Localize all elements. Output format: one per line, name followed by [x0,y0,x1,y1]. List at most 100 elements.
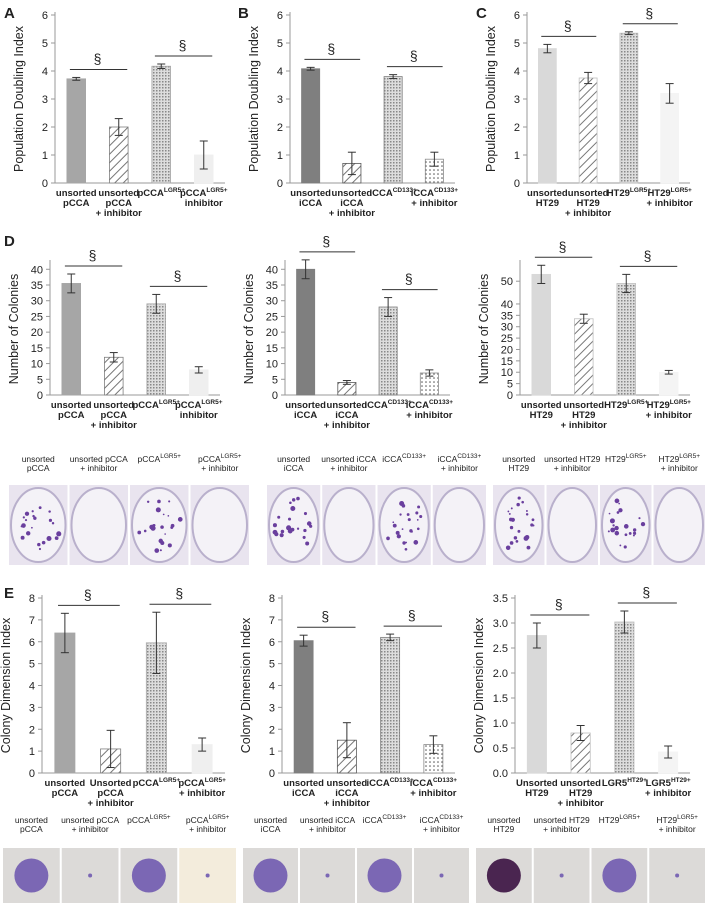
photo-caption: + inhibitor [72,824,109,834]
x-tick-label: pCCALGR5+ [133,777,181,789]
colony [325,873,330,878]
y-tick-label: 8 [269,593,275,605]
x-tick-label-sup: LGR5+ [671,187,692,194]
colony [21,523,26,528]
photo-caption-base: HT29 [599,815,620,825]
x-tick-label: HT29 [530,410,553,421]
x-tick-label: iCCACD133+ [410,777,457,789]
colony [517,496,521,500]
x-tick-label: unsorted [285,400,326,411]
colony [634,532,637,535]
colony [607,530,610,533]
y-tick-label: 1 [277,150,283,162]
colony [505,545,511,551]
x-tick-label: HT29 [577,198,600,209]
culture-dish [131,487,188,563]
colony [402,541,406,545]
y-axis-label: Colony Dimension Index [239,617,253,753]
colony [33,516,37,520]
photo-caption: + inhibitor [659,824,696,834]
colony [396,534,401,539]
x-tick-label-sup: LGR5+ [201,399,222,406]
y-tick-label: 3 [277,94,283,106]
colony [158,538,163,544]
culture-dish [10,487,67,563]
y-tick-label: 5 [272,374,278,386]
colony [38,547,42,551]
y-tick-label: 2 [269,724,275,736]
panel-letter: E [4,585,14,602]
x-tick-label-base: iCCA [411,188,434,199]
x-tick-label: unsorted [327,400,368,411]
colony [516,502,520,507]
bar [574,318,594,396]
y-tick-label: 3 [42,94,48,106]
x-tick-label-sup: LGR5+ [159,777,180,784]
significance-label: § [408,607,416,623]
colony [392,521,395,524]
colony [22,516,25,519]
bar [380,636,401,774]
colony [602,858,637,893]
colony [291,498,296,502]
x-tick-label: unsorted [93,400,134,411]
x-tick-label-base: HT29 [607,188,630,199]
y-tick-label: 1 [269,746,275,758]
x-tick-label: iCCACD133+ [364,399,411,411]
x-tick-label-base: iCCA [369,188,392,199]
significance-label: § [410,48,418,64]
photo-caption: + inhibitor [423,824,460,834]
bar [578,77,598,184]
colony [305,541,310,546]
x-tick-label: LGR5HT29+ [602,777,647,789]
x-tick-label: + inhibitor [179,788,225,799]
x-tick-label-base: iCCA [364,400,387,411]
x-tick-label: pCCALGR5+ [178,777,226,789]
y-tick-label: 3 [29,702,35,714]
colony [56,531,62,537]
colony [410,530,413,533]
colony [31,526,33,529]
photo-caption: unsorted iCCA [300,815,356,825]
y-tick-label: 0 [269,768,275,780]
x-tick-label: iCCACD133+ [369,187,416,199]
colony [507,510,510,513]
colony [526,545,531,550]
bar [526,635,547,774]
photo-caption: pCCA [27,463,50,473]
colony [41,540,46,545]
y-tick-label: 5 [514,38,520,50]
x-tick-label: LGR5HT29+ [646,777,691,789]
colony [146,500,150,504]
y-tick-label: 1 [514,150,520,162]
bar [66,78,87,184]
photo-caption: + inhibitor [661,463,698,473]
x-tick-label-sup: HT29+ [671,777,691,784]
y-tick-label: 6 [29,637,35,649]
colony [404,547,408,551]
colony [413,540,419,545]
colony [302,535,306,539]
bar [296,268,316,396]
x-tick-label: + inhibitor [88,798,134,809]
photo-caption-sup: CD133+ [402,453,426,460]
x-tick-label: iCCACD133+ [366,777,413,789]
photo-caption: iCCACD133+ [437,453,481,464]
colony [143,529,147,533]
colony [508,512,511,515]
colony [525,509,528,512]
colony [406,513,410,516]
photo-caption: HT29LGR5+ [656,814,698,825]
x-tick-label-base: pCCA [175,400,202,411]
photo-caption: iCCACD133+ [420,814,464,825]
colony [509,541,514,545]
y-tick-label: 6 [514,10,520,22]
photo-caption-sup: CD133+ [382,814,406,821]
culture-dish [70,487,127,563]
colony [532,524,535,527]
colony [559,873,564,878]
y-tick-label: 2 [514,122,520,134]
colony [177,517,183,522]
x-tick-label: pCCA [63,198,90,209]
x-tick-label: inhibitor [180,410,218,421]
